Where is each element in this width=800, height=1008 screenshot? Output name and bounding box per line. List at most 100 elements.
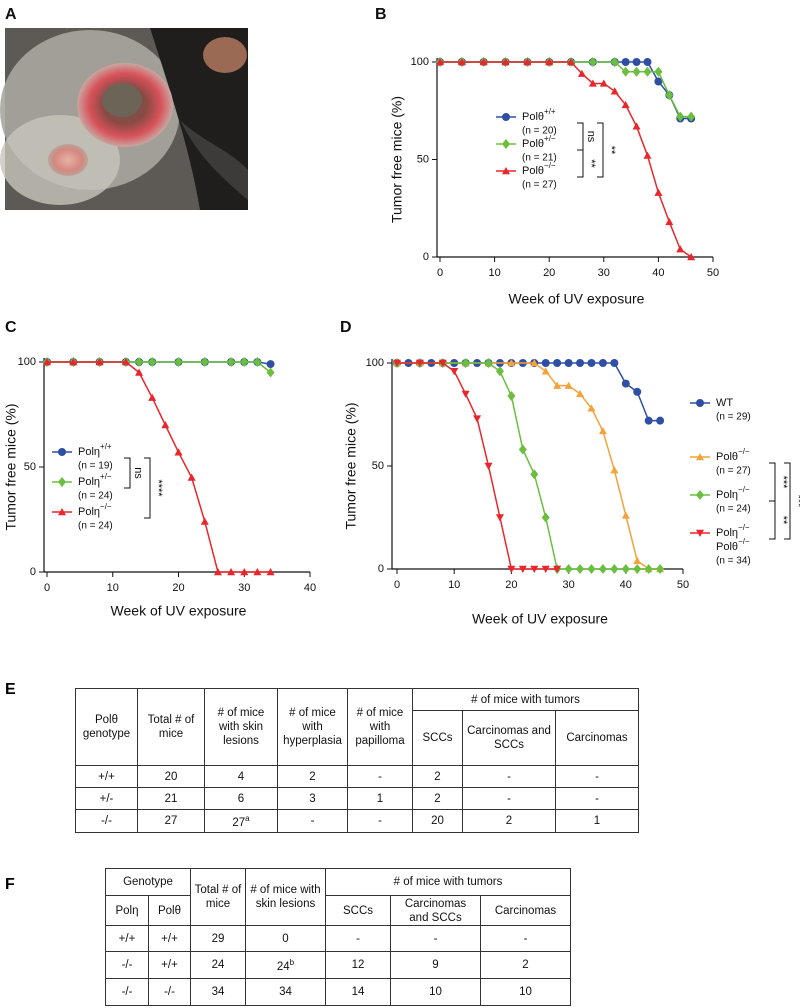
marker <box>676 111 685 122</box>
y-tick-label: 50 <box>417 153 429 165</box>
legend-n: (n = 27) <box>716 466 751 477</box>
marker <box>643 58 652 66</box>
marker <box>696 399 704 407</box>
table-cell: 10 <box>390 978 481 1006</box>
table-cell: - <box>462 765 556 788</box>
footnote-mark: a <box>245 814 250 824</box>
marker <box>148 393 157 401</box>
legend-n: (n = 20) <box>522 126 557 137</box>
marker <box>502 167 510 175</box>
table-cell: 2 <box>412 787 463 810</box>
table-row: -/- +/+ 24 24b 12 9 2 <box>105 951 572 979</box>
x-tick-label: 10 <box>107 582 119 594</box>
marker <box>553 359 562 367</box>
table-cell: - <box>390 925 481 952</box>
marker <box>654 188 663 196</box>
header-cell: Polθ <box>148 895 191 926</box>
marker <box>484 462 493 470</box>
marker <box>610 359 619 367</box>
marker <box>43 358 51 366</box>
y-tick-label: 50 <box>372 460 384 472</box>
table-cell: -/- <box>105 951 149 979</box>
x-tick-label: 0 <box>437 267 443 279</box>
marker <box>553 381 562 389</box>
marker <box>654 77 663 86</box>
marker <box>121 358 130 366</box>
marker <box>687 111 696 122</box>
chart: 0 50 100 0 10 20 30 40 Tumor free mice (%) Week o… <box>3 356 316 619</box>
x-tick-label: 10 <box>448 579 460 591</box>
x-tick-label: 30 <box>238 582 250 594</box>
header-cell: Total # of mice <box>137 688 205 766</box>
marker <box>587 564 596 574</box>
marker <box>495 514 504 522</box>
marker <box>621 100 630 109</box>
x-tick-label: 40 <box>652 267 664 279</box>
marker <box>530 469 539 480</box>
x-tick-label: 50 <box>707 267 719 279</box>
marker <box>577 69 586 77</box>
table-cell: 2 <box>462 809 556 833</box>
legend-n: (n = 24) <box>78 491 113 502</box>
table-cell: 10 <box>479 978 572 1006</box>
table-row: +/- 21 6 3 1 2- - <box>75 787 640 810</box>
table-cell: - <box>347 809 413 833</box>
series-line <box>440 61 692 120</box>
table-cell: - <box>347 765 413 788</box>
marker <box>473 415 482 423</box>
marker <box>438 359 447 367</box>
series-line <box>397 362 661 570</box>
marker <box>461 358 470 368</box>
marker <box>58 448 66 456</box>
table-cell: +/+ <box>148 925 191 952</box>
marker <box>507 565 516 573</box>
cell-text: 24 <box>276 960 290 973</box>
y-tick-label: 100 <box>18 356 36 368</box>
panel-label: E <box>5 681 16 698</box>
marker <box>696 529 704 537</box>
table-cell: 24 <box>190 951 246 979</box>
table-row: +/+ +/+ 29 0- - - <box>105 925 572 952</box>
marker <box>227 568 236 576</box>
marker <box>161 421 170 429</box>
table-cell: +/- <box>75 787 138 810</box>
y-tick-label: 0 <box>30 566 36 578</box>
legend-n: (n = 24) <box>78 521 113 532</box>
marker <box>656 416 665 425</box>
table-cell: 27 <box>137 809 205 833</box>
marker <box>200 357 209 367</box>
significance-label: ns <box>585 131 597 143</box>
significance-label: ** <box>777 516 789 525</box>
panel-label: F <box>5 876 15 893</box>
series-line <box>47 361 272 374</box>
x-tick-label: 40 <box>304 582 316 594</box>
legend-label: Polθ−/−​ <box>716 447 750 463</box>
marker <box>644 564 653 574</box>
marker <box>135 357 144 367</box>
table-cell: 34 <box>190 978 246 1006</box>
marker <box>507 359 516 367</box>
header-cell: Carcinomas and SCCs <box>462 710 556 766</box>
marker <box>174 357 183 367</box>
header-cell: # of mice with skin lesions <box>245 868 326 926</box>
group-header: # of mice with tumors <box>324 868 572 896</box>
marker <box>479 58 488 66</box>
marker <box>266 367 275 378</box>
marker <box>654 66 663 77</box>
table-cell: 20 <box>137 765 205 788</box>
marker <box>599 79 608 87</box>
legend-label: Polη−/−​Polθ−/−​ <box>716 523 750 553</box>
y-tick-label: 100 <box>366 357 384 369</box>
table-cell: -/- <box>75 809 138 833</box>
marker <box>576 389 585 398</box>
marker <box>541 367 550 375</box>
header-cell: Polη <box>105 895 149 926</box>
marker <box>415 359 424 367</box>
marker <box>450 368 459 376</box>
legend-n: (n = 24) <box>716 504 751 515</box>
series-line <box>440 61 692 118</box>
marker <box>564 381 573 389</box>
marker <box>633 387 642 396</box>
significance-label: ns <box>132 467 144 479</box>
marker <box>621 511 630 519</box>
